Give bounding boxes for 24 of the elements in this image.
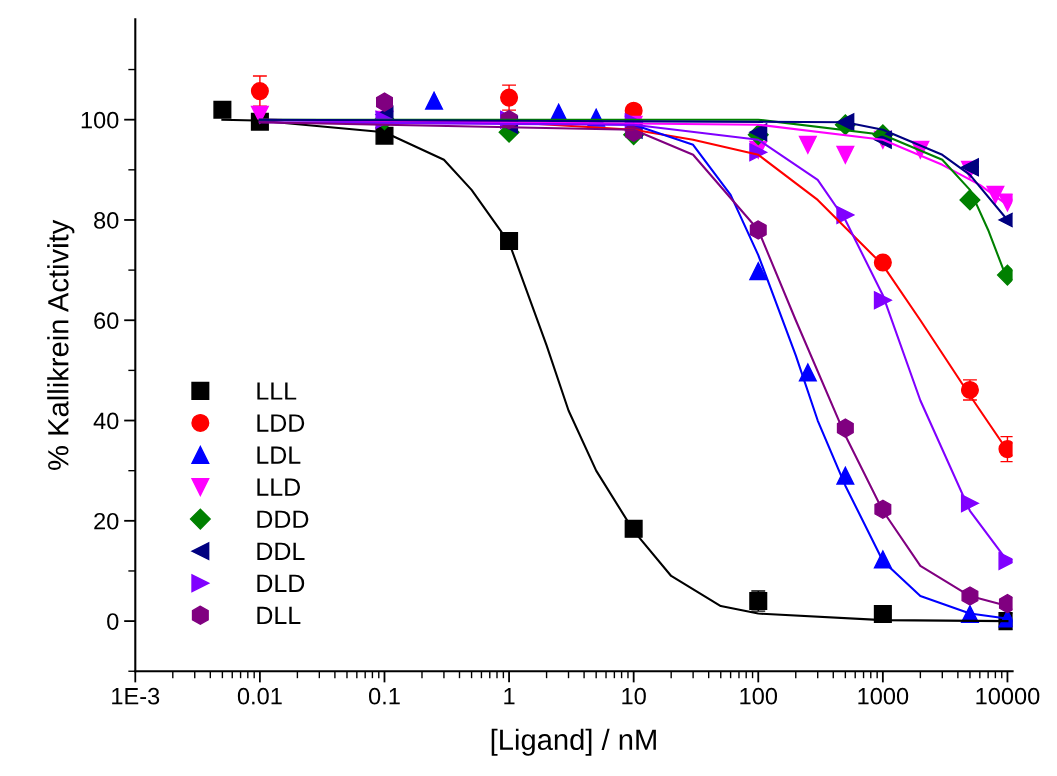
x-tick-label: 0.01 [237,687,282,705]
y-tick-label: 100 [81,111,119,129]
legend-label: DLD [257,574,305,592]
x-axis-title: [Ligand] / nM [491,728,656,756]
y-tick-label: 20 [94,512,119,530]
x-tick-label: 10000 [976,687,1040,705]
y-tick-label: 80 [94,212,119,229]
x-tick-label: 10 [622,687,646,705]
x-tick-label: 1E-3 [112,687,160,705]
legend-label: LLD [257,478,301,496]
x-tick-label: 1 [504,688,515,705]
legend-label: DLL [257,606,301,624]
y-axis-title: % Kallikrein Activity [47,219,75,470]
y-tick-label: 0 [107,613,119,630]
x-tick-label: 1000 [858,687,909,705]
y-tick-label: 40 [93,412,119,430]
x-tick-label: 0.1 [369,687,400,705]
legend-label: LDD [257,414,305,432]
legend-label: LLL [257,382,297,400]
legend-label: DDL [257,542,305,560]
y-tick-label: 60 [94,312,119,330]
legend-label: LDL [257,446,301,464]
x-tick-label: 100 [740,687,778,705]
legend-label: DDD [257,510,309,528]
